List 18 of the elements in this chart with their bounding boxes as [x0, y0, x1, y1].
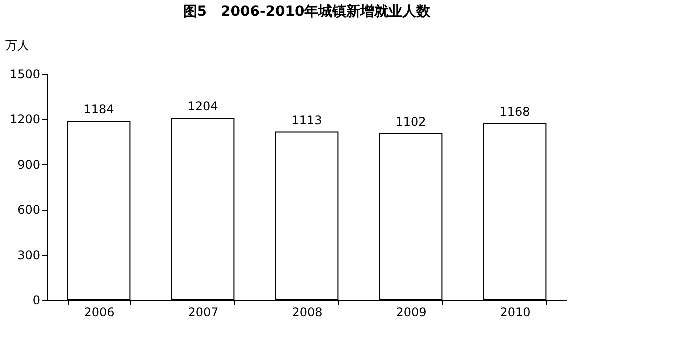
- x-tick-label: 2008: [292, 306, 323, 320]
- data-label: 1184: [84, 102, 114, 117]
- y-tick-label: 900: [18, 158, 40, 172]
- data-label: 1113: [292, 113, 322, 128]
- y-tick-label: 600: [18, 203, 40, 218]
- y-tick-label: 1500: [10, 68, 40, 82]
- data-label: 1168: [500, 105, 530, 120]
- y-tick-label: 300: [18, 248, 40, 262]
- x-tick-label: 2006: [84, 306, 115, 320]
- chart-title: 图5 2006-2010年城镇新增就业人数: [183, 3, 432, 20]
- y-tick-label: 0: [32, 294, 40, 308]
- x-tick-label: 2010: [500, 306, 531, 320]
- data-label: 1204: [188, 100, 218, 114]
- y-tick-label: 1200: [10, 112, 40, 127]
- y-axis-title: 万人: [6, 38, 30, 52]
- x-tick-label: 2007: [188, 306, 219, 320]
- data-label: 1102: [396, 114, 426, 129]
- x-tick-label: 2009: [396, 306, 427, 320]
